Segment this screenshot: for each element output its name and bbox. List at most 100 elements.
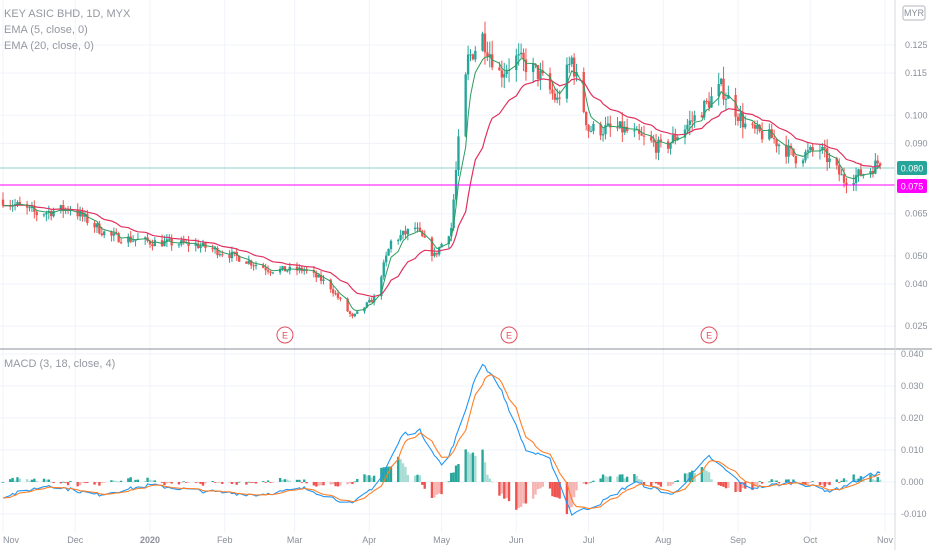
candle-body — [642, 135, 646, 137]
earnings-marker[interactable] — [276, 326, 294, 344]
candle-body — [548, 73, 552, 90]
histogram-bar — [151, 480, 154, 482]
svg-text:0.075: 0.075 — [901, 182, 924, 192]
candle-body — [315, 272, 318, 278]
candle-body — [117, 233, 120, 243]
histogram-bar — [380, 467, 383, 482]
histogram-bar — [346, 482, 349, 485]
time-tick-label: Jul — [583, 535, 595, 545]
histogram-bar — [423, 482, 426, 489]
histogram-bar — [753, 482, 757, 487]
candle-body — [228, 254, 231, 259]
histogram-bar — [317, 482, 320, 486]
histogram-bar — [211, 481, 214, 482]
histogram-bar — [734, 482, 737, 492]
candle-body — [45, 212, 48, 215]
earnings-marker[interactable] — [500, 326, 518, 344]
histogram-bar — [609, 476, 612, 482]
histogram-bar — [387, 466, 390, 482]
svg-text:MYR: MYR — [904, 8, 925, 18]
candle-body — [457, 136, 460, 170]
histogram-bar — [481, 449, 484, 482]
histogram-bar — [650, 482, 653, 487]
candle-body — [556, 97, 559, 100]
candle-body — [522, 52, 525, 60]
histogram-bar — [134, 479, 137, 482]
earnings-marker[interactable] — [700, 326, 718, 344]
candle-body — [609, 123, 612, 128]
candle-body — [640, 133, 643, 136]
histogram-bar — [194, 482, 197, 483]
candle-body — [464, 74, 467, 137]
candle-body — [775, 139, 778, 147]
histogram-bar — [86, 482, 89, 484]
histogram-bar — [322, 482, 325, 486]
candle-body — [346, 298, 349, 312]
level-tag: 0.075 — [897, 179, 927, 193]
histogram-bar — [638, 479, 641, 482]
histogram-bar — [551, 482, 554, 497]
time-tick-label: Jun — [509, 535, 524, 545]
histogram-bar — [604, 476, 607, 482]
macd-axis[interactable]: 0.040 0.030 0.020 0.010 0.000 -0.010 — [901, 349, 927, 519]
histogram-bar — [582, 482, 585, 484]
candle-body — [498, 67, 501, 71]
histogram-bar — [707, 472, 711, 482]
histogram-bar — [160, 482, 164, 483]
histogram-bar — [498, 482, 501, 496]
time-tick-label: Feb — [217, 535, 233, 545]
candle-body — [483, 33, 487, 53]
candle-body — [245, 261, 248, 264]
histogram-bar — [777, 482, 781, 484]
histogram-bar — [450, 472, 453, 482]
grid — [0, 0, 895, 532]
price-tick-label: 0.100 — [905, 110, 928, 120]
candle-body — [103, 231, 106, 236]
candle-body — [35, 211, 38, 216]
histogram-bar — [50, 481, 53, 483]
histogram-bar — [351, 482, 354, 485]
price-tick-label: 0.065 — [905, 209, 928, 219]
candle-body — [734, 94, 737, 117]
histogram-bar — [271, 482, 275, 483]
candle-body — [78, 211, 82, 217]
time-axis[interactable]: Nov Dec 2020 Feb Mar Apr May Jun Jul Aug Sep Oct Nov — [3, 535, 893, 545]
candle-body — [633, 130, 636, 132]
histogram-bar — [821, 482, 824, 485]
candle-body — [264, 267, 267, 271]
histogram-bar — [635, 475, 638, 482]
histogram-bar — [541, 482, 544, 487]
histogram-bar — [768, 481, 771, 483]
legend-macd: MACD (3, 18, close, 4) — [4, 358, 116, 370]
histogram-bar — [811, 481, 814, 482]
candle-body — [471, 54, 475, 60]
candle-body — [177, 244, 181, 246]
candle-body — [599, 123, 602, 136]
histogram-bar — [601, 474, 605, 482]
candle-body — [616, 127, 619, 129]
candle-body — [876, 160, 879, 164]
macd-histogram — [1, 449, 882, 515]
candle-body — [305, 269, 308, 271]
candle-body — [25, 204, 29, 208]
histogram-bar — [372, 475, 376, 482]
histogram-bar — [676, 480, 679, 482]
histogram-bar — [406, 474, 410, 482]
candle-body — [650, 136, 653, 141]
candle-body — [283, 266, 287, 272]
currency-badge[interactable]: MYR — [902, 5, 926, 21]
histogram-bar — [440, 482, 443, 495]
candle-body — [387, 248, 390, 256]
histogram-bar — [331, 482, 335, 485]
candle-body — [18, 202, 22, 205]
candle-body — [794, 155, 798, 164]
candle-body — [271, 272, 275, 274]
candle-body — [878, 163, 882, 166]
histogram-bar — [334, 482, 337, 487]
candle-body — [572, 57, 576, 77]
time-tick-label: Mar — [287, 535, 303, 545]
candle-body — [857, 169, 860, 176]
macd-tick-label: 0.000 — [901, 477, 924, 487]
